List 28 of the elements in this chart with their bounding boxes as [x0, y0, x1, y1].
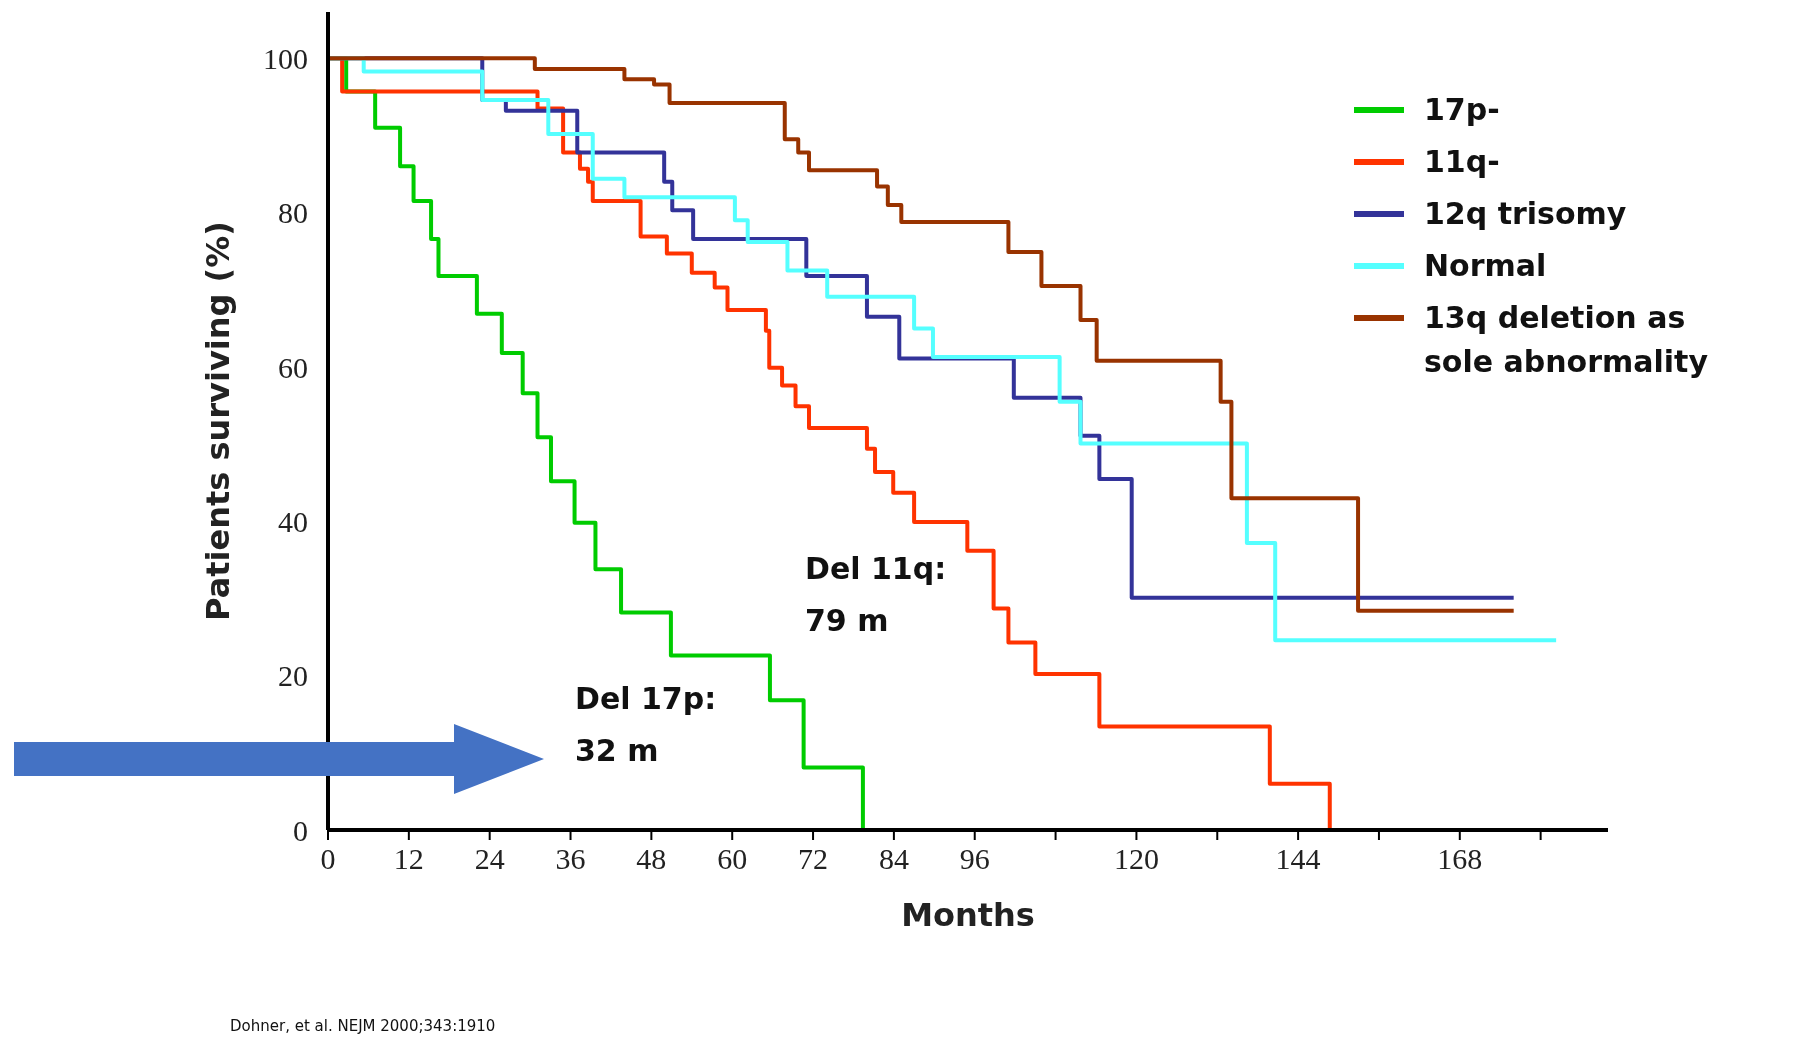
x-tick-label: 24	[474, 842, 505, 876]
text: Dohner, et al. NEJM 2000;343:1910	[230, 1016, 496, 1037]
y-tick-label: 40	[278, 504, 308, 538]
y-tick-label: 0	[293, 813, 308, 847]
x-tick-label: 84	[878, 842, 909, 876]
x-tick-label: 12	[393, 842, 424, 876]
y-tick-label: 20	[278, 659, 308, 693]
y-tick-label: 100	[263, 41, 308, 75]
annotation: Del 17p: 32 m	[575, 680, 717, 770]
legend-label: Normal	[1424, 247, 1547, 285]
y-axis-title: Patients surviving (%)	[199, 221, 238, 621]
x-tick-label: 60	[717, 842, 748, 876]
x-tick-label: 168	[1437, 842, 1483, 876]
annotation: Del 11q: 79 m	[805, 550, 947, 640]
legend-label: 11q-	[1424, 143, 1500, 181]
x-tick-label: 48	[636, 842, 667, 876]
x-axis-title: Months	[901, 896, 1035, 934]
x-tick-label: 72	[798, 842, 829, 876]
x-tick-label: 96	[959, 842, 990, 876]
x-tick-label: 120	[1113, 842, 1159, 876]
legend-label: 17p-	[1424, 91, 1500, 129]
y-tick-label: 60	[278, 350, 308, 384]
x-tick-label: 36	[555, 842, 586, 876]
x-tick-label: 0	[320, 842, 336, 876]
legend-label: 13q deletion as sole abnormality	[1424, 299, 1709, 381]
y-tick-label: 80	[278, 196, 308, 230]
legend-label: 12q trisomy	[1424, 195, 1627, 233]
x-tick-label: 144	[1275, 842, 1321, 876]
